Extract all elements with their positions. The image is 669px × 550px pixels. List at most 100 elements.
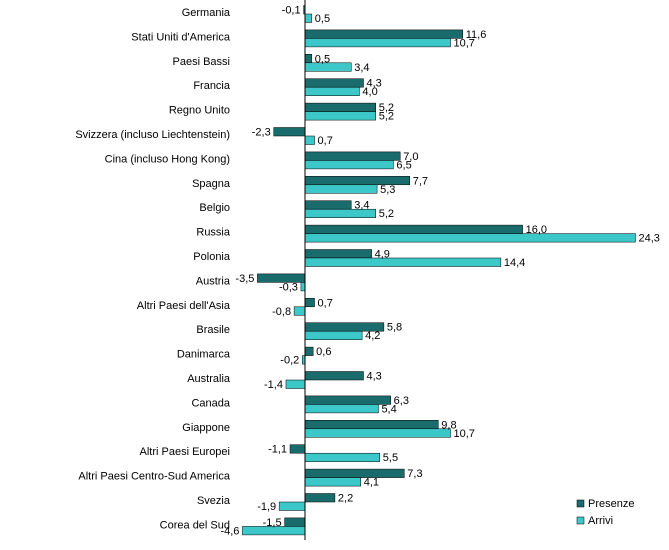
category-label: Giappone — [182, 422, 230, 434]
value-label-presenze: 5,8 — [387, 322, 402, 334]
category-label: Altri Paesi dell'Asia — [137, 300, 231, 312]
bar-arrivi — [304, 86, 360, 96]
bar-arrivi — [304, 257, 502, 267]
category-label: Altri Paesi Centro-Sud America — [78, 471, 230, 483]
value-label-arrivi: -1,9 — [257, 501, 276, 513]
bar-arrivi — [304, 452, 381, 462]
bar-presenze — [304, 493, 336, 503]
bar-presenze — [273, 127, 306, 137]
category-label: Canada — [191, 397, 230, 409]
value-label-presenze: -3,5 — [235, 273, 254, 285]
bar-presenze — [289, 444, 306, 454]
legend-swatch-arrivi — [576, 516, 585, 525]
value-label-arrivi: 3,4 — [354, 62, 369, 74]
category-label: Regno Unito — [169, 105, 230, 117]
category-label: Corea del Sud — [160, 519, 230, 531]
category-label: Danimarca — [177, 349, 231, 361]
value-label-presenze: -1,1 — [268, 444, 287, 456]
value-label-presenze: 7,7 — [413, 175, 428, 187]
value-label-presenze: -0,1 — [282, 5, 301, 17]
category-label: Stati Uniti d'America — [131, 31, 231, 43]
value-label-presenze: 0,6 — [316, 346, 331, 358]
category-label: Svizzera (incluso Liechtenstein) — [75, 129, 230, 141]
bar-presenze — [304, 468, 405, 478]
bar-presenze — [304, 395, 391, 405]
bar-arrivi — [304, 111, 376, 121]
legend-swatch-presenze — [576, 499, 585, 508]
value-label-arrivi: 5,5 — [383, 452, 398, 464]
bar-arrivi — [304, 404, 379, 414]
bar-arrivi — [304, 13, 313, 23]
value-label-arrivi: 5,2 — [379, 111, 394, 123]
category-label: Paesi Bassi — [173, 56, 230, 68]
bar-presenze — [304, 224, 523, 234]
category-label: Russia — [196, 227, 231, 239]
value-label-presenze: -2,3 — [252, 127, 271, 139]
bar-arrivi — [304, 330, 363, 340]
value-label-presenze: 0,5 — [315, 53, 330, 65]
bar-arrivi — [285, 379, 306, 389]
value-label-presenze: 2,2 — [338, 493, 353, 505]
value-label-arrivi: -0,8 — [272, 306, 291, 318]
value-label-presenze: 3,4 — [354, 200, 369, 212]
bar-presenze — [304, 54, 313, 64]
legend: Presenze Arrivi — [576, 498, 634, 527]
category-label: Austria — [196, 275, 231, 287]
value-label-presenze: 16,0 — [526, 224, 547, 236]
bar-presenze — [304, 102, 376, 112]
category-label: Altri Paesi Europei — [140, 446, 231, 458]
category-label: Francia — [193, 80, 231, 92]
value-label-arrivi: 5,3 — [380, 184, 395, 196]
bar-presenze — [304, 346, 314, 356]
value-label-presenze: -1,5 — [263, 517, 282, 529]
bar-arrivi — [304, 184, 378, 194]
value-label-arrivi: -1,4 — [264, 379, 283, 391]
value-label-arrivi: 6,5 — [396, 159, 411, 171]
value-label-arrivi: 0,7 — [318, 135, 333, 147]
bar-presenze — [304, 151, 401, 161]
category-label: Spagna — [192, 178, 231, 190]
bar-presenze — [304, 298, 315, 308]
bar-arrivi — [293, 306, 306, 316]
legend-label-arrivi: Arrivi — [588, 515, 613, 527]
value-label-arrivi: 4,0 — [362, 86, 377, 98]
value-label-presenze: 4,3 — [366, 371, 381, 383]
bar-presenze — [284, 517, 306, 527]
value-label-presenze: 7,3 — [407, 468, 422, 480]
value-label-presenze: 0,7 — [318, 297, 333, 309]
value-label-arrivi: -0,3 — [279, 281, 298, 293]
category-label: Cina (incluso Hong Kong) — [105, 153, 230, 165]
category-label: Germania — [182, 7, 231, 19]
category-label: Svezia — [197, 495, 231, 507]
value-label-arrivi: 4,2 — [365, 330, 380, 342]
bar-presenze — [304, 29, 464, 39]
bar-presenze — [304, 200, 352, 210]
value-label-arrivi: 24,3 — [638, 233, 659, 245]
bar-presenze — [304, 78, 364, 88]
value-label-arrivi: 0,5 — [315, 13, 330, 25]
bar-arrivi — [304, 233, 636, 243]
value-label-presenze: 11,6 — [466, 29, 487, 41]
value-labels: -0,10,511,610,70,53,44,34,05,25,2-2,30,7… — [220, 5, 659, 538]
value-label-presenze: 4,3 — [366, 78, 381, 90]
bars-group — [242, 5, 636, 536]
bar-presenze — [304, 420, 439, 430]
category-labels: Germania Stati Uniti d'America Paesi Bassi… — [75, 7, 231, 531]
value-label-arrivi: 14,4 — [504, 257, 525, 269]
value-label-arrivi: 10,7 — [454, 428, 475, 440]
bar-presenze — [304, 371, 364, 381]
category-label: Polonia — [193, 251, 231, 263]
bar-arrivi — [304, 428, 451, 438]
value-label-arrivi: 10,7 — [454, 37, 475, 49]
legend-label-presenze: Presenze — [588, 498, 634, 510]
category-label: Australia — [187, 373, 231, 385]
value-label-presenze: 7,0 — [403, 151, 418, 163]
bar-presenze — [304, 249, 372, 259]
bar-arrivi — [304, 477, 362, 487]
value-label-arrivi: -4,6 — [220, 525, 239, 537]
value-label-presenze: 6,3 — [394, 395, 409, 407]
bar-arrivi — [304, 38, 451, 48]
bar-arrivi — [304, 160, 394, 170]
category-label: Belgio — [199, 202, 230, 214]
